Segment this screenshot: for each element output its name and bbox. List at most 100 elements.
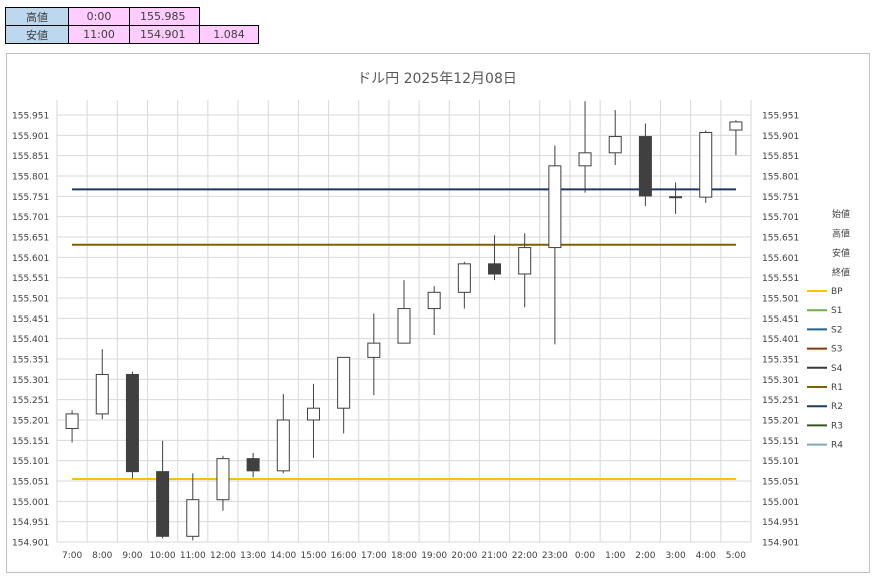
candle-body [488,263,502,275]
y-tick-label: 154.951 [12,518,49,528]
legend-label: 安値 [832,247,850,259]
x-tick-label: 20:00 [451,551,477,561]
low-value: 154.901 [129,25,200,44]
y-tick-label: 155.501 [12,295,49,305]
candle-body [729,121,743,131]
candle-body [578,152,592,167]
candle-body [608,136,622,154]
legend-label: R4 [831,441,843,451]
x-tick-label: 4:00 [696,551,716,561]
legend-label: S3 [831,345,842,355]
summary-row-high: 高値 0:00 155.985 [5,7,259,26]
y-tick-label: 155.451 [762,315,799,325]
y-tick-label: 155.801 [12,173,49,183]
legend-label: 終値 [832,267,850,279]
y-tick-label: 155.051 [762,478,799,488]
x-tick-label: 13:00 [240,551,266,561]
x-tick-label: 1:00 [605,551,625,561]
y-tick-label: 155.001 [762,498,799,508]
y-tick-label: 155.351 [762,356,799,366]
y-tick-label: 155.601 [762,254,799,264]
x-tick-label: 8:00 [92,551,112,561]
x-tick-label: 21:00 [482,551,508,561]
y-tick-label: 155.851 [12,152,49,162]
y-tick-label: 155.751 [762,193,799,203]
y-tick-label: 155.951 [12,112,49,122]
candle-body [669,196,683,199]
candle-body [216,458,230,501]
x-tick-label: 23:00 [542,551,568,561]
y-tick-label: 155.851 [762,152,799,162]
x-tick-label: 0:00 [575,551,595,561]
candle-body [518,247,532,275]
x-tick-label: 16:00 [331,551,357,561]
high-time: 0:00 [68,7,130,26]
y-tick-label: 155.901 [762,132,799,142]
y-tick-label: 155.701 [762,213,799,223]
x-tick-label: 5:00 [726,551,746,561]
y-tick-label: 155.201 [762,417,799,427]
legend-label: R1 [831,383,843,393]
summary-row-low: 安値 11:00 154.901 1.084 [5,25,259,44]
y-tick-label: 155.251 [762,396,799,406]
candle-body [65,413,79,430]
candle-body [306,407,320,421]
x-tick-label: 22:00 [512,551,538,561]
y-tick-label: 155.451 [12,315,49,325]
y-tick-label: 155.551 [762,274,799,284]
pivot-levels [72,188,736,480]
y-tick-label: 155.751 [12,193,49,203]
y-tick-label: 155.901 [12,132,49,142]
candle-body [156,471,170,537]
x-tick-label: 10:00 [150,551,176,561]
y-tick-label: 155.651 [12,234,49,244]
candle-body [638,136,652,197]
y-tick-label: 155.201 [12,417,49,427]
gridlines [56,100,752,543]
x-tick-label: 3:00 [665,551,685,561]
low-time: 11:00 [68,25,130,44]
y-tick-label: 155.951 [762,112,799,122]
candle-body [457,263,471,293]
chart-title: ドル円 2025年12月08日 [357,71,517,87]
y-tick-label: 154.901 [12,539,49,549]
candles [65,101,743,541]
y-tick-label: 154.951 [762,518,799,528]
x-tick-label: 14:00 [270,551,296,561]
legend-label: S1 [831,306,842,316]
low-label: 安値 [5,25,69,44]
legend-label: S2 [831,325,842,335]
y-tick-label: 155.251 [12,396,49,406]
candle-body [548,165,562,249]
y-tick-label: 155.601 [12,254,49,264]
legend-label: BP [831,287,843,297]
candle-body [276,419,290,472]
legend-label: R2 [831,402,843,412]
legend-label: S4 [831,364,843,374]
candle-body [125,373,139,473]
y-tick-label: 155.151 [762,437,799,447]
y-axis-right: 155.951 155.901 155.851 155.801 155.751 155.7… [762,112,799,549]
x-tick-label: 12:00 [210,551,236,561]
candle-body [427,291,441,310]
y-axis-left: 155.951 155.901 155.851 155.801 155.751 155.7… [12,112,49,549]
x-tick-label: 17:00 [361,551,387,561]
y-tick-label: 155.401 [12,335,49,345]
y-tick-label: 155.701 [12,213,49,223]
y-tick-label: 155.301 [12,376,49,386]
y-tick-label: 155.051 [12,478,49,488]
x-tick-label: 9:00 [122,551,142,561]
y-tick-label: 155.151 [12,437,49,447]
x-tick-label: 15:00 [301,551,327,561]
candle-body [699,131,713,198]
x-tick-label: 18:00 [391,551,417,561]
summary-table: 高値 0:00 155.985 安値 11:00 154.901 1.084 [5,7,259,44]
legend-label: 高値 [832,228,850,240]
y-tick-label: 155.101 [12,457,49,467]
y-tick-label: 154.901 [762,539,799,549]
candle-body [95,373,109,415]
candle-body [397,308,411,344]
y-tick-label: 155.001 [12,498,49,508]
